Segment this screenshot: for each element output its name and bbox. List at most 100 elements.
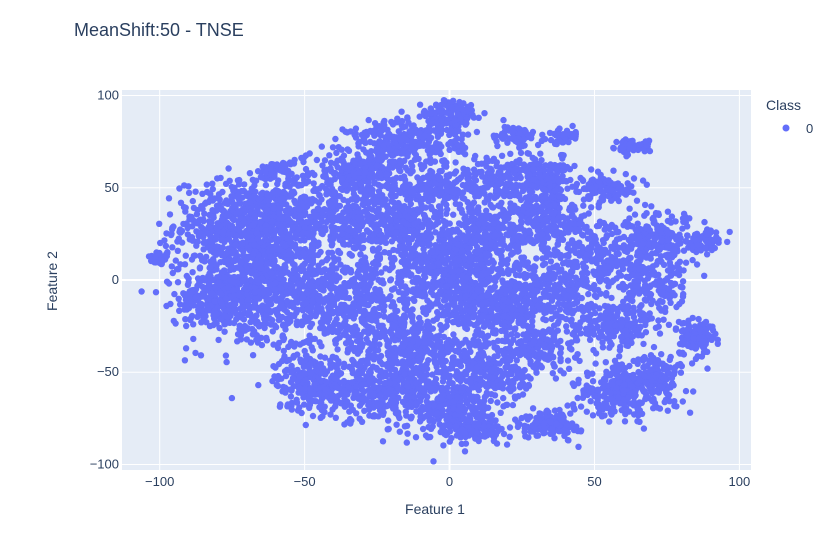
data-point bbox=[403, 289, 410, 297]
data-point bbox=[467, 105, 474, 112]
data-point bbox=[212, 284, 219, 291]
data-point bbox=[278, 223, 285, 230]
data-point bbox=[204, 307, 212, 314]
data-point bbox=[245, 296, 252, 303]
data-point bbox=[398, 251, 405, 258]
data-point bbox=[241, 181, 248, 188]
data-point bbox=[230, 187, 237, 194]
data-point bbox=[357, 299, 364, 306]
data-point bbox=[301, 179, 309, 186]
data-point bbox=[349, 406, 357, 414]
data-point bbox=[371, 132, 378, 139]
data-point bbox=[481, 110, 488, 117]
data-point bbox=[391, 337, 399, 344]
data-point bbox=[355, 332, 362, 339]
data-point bbox=[176, 185, 183, 192]
data-point bbox=[369, 214, 376, 221]
data-point bbox=[394, 149, 401, 156]
data-point bbox=[375, 169, 383, 176]
data-point bbox=[321, 371, 329, 378]
data-point bbox=[326, 201, 333, 208]
data-point bbox=[415, 320, 422, 327]
data-point bbox=[269, 247, 276, 254]
data-point bbox=[397, 160, 405, 167]
data-point bbox=[263, 295, 271, 302]
data-point bbox=[354, 350, 361, 357]
data-point bbox=[432, 359, 439, 366]
data-point bbox=[420, 245, 427, 253]
data-point bbox=[440, 333, 448, 341]
data-point bbox=[238, 298, 245, 305]
data-point bbox=[213, 243, 220, 250]
data-point bbox=[280, 335, 288, 342]
data-point bbox=[255, 381, 262, 389]
data-point bbox=[384, 210, 391, 218]
data-point bbox=[381, 125, 388, 133]
data-point bbox=[329, 308, 336, 315]
data-point bbox=[459, 106, 466, 113]
data-point bbox=[377, 219, 385, 226]
data-point bbox=[286, 183, 293, 190]
data-point bbox=[375, 206, 382, 214]
data-point bbox=[345, 227, 353, 234]
data-point bbox=[347, 420, 354, 427]
data-point bbox=[356, 375, 363, 383]
data-point bbox=[330, 284, 337, 291]
data-point bbox=[328, 295, 335, 302]
data-point bbox=[290, 353, 297, 360]
data-point bbox=[250, 222, 257, 229]
data-point bbox=[361, 208, 368, 215]
data-point bbox=[262, 181, 270, 189]
data-point bbox=[377, 367, 385, 375]
data-point bbox=[418, 260, 425, 267]
data-point bbox=[352, 125, 360, 132]
data-point bbox=[349, 369, 356, 377]
data-point bbox=[169, 244, 176, 251]
data-point bbox=[250, 250, 257, 257]
data-point bbox=[385, 417, 392, 424]
data-point bbox=[302, 376, 309, 383]
data-point bbox=[375, 323, 383, 330]
data-point bbox=[287, 393, 295, 400]
data-point bbox=[358, 245, 365, 252]
data-point bbox=[344, 146, 351, 153]
data-point bbox=[307, 360, 314, 367]
data-point bbox=[224, 248, 232, 255]
data-point bbox=[328, 242, 335, 249]
data-point bbox=[225, 165, 232, 172]
data-point bbox=[184, 281, 192, 288]
data-point bbox=[361, 169, 369, 176]
data-point bbox=[278, 167, 286, 174]
data-point bbox=[302, 313, 309, 321]
data-point bbox=[337, 284, 344, 291]
data-point bbox=[287, 386, 294, 393]
data-point bbox=[409, 295, 417, 303]
data-point bbox=[267, 253, 274, 260]
data-point bbox=[253, 276, 261, 283]
data-point bbox=[285, 217, 292, 224]
data-point bbox=[388, 198, 395, 205]
data-point bbox=[277, 401, 284, 408]
data-point bbox=[385, 165, 393, 172]
data-point bbox=[216, 249, 223, 256]
data-point bbox=[332, 200, 339, 207]
data-point bbox=[272, 279, 279, 287]
data-point bbox=[247, 199, 254, 206]
data-point bbox=[448, 104, 455, 111]
data-point bbox=[262, 227, 269, 234]
data-point bbox=[406, 206, 413, 214]
data-point bbox=[350, 278, 358, 285]
data-point bbox=[152, 289, 160, 296]
data-point bbox=[218, 205, 225, 212]
data-point bbox=[288, 369, 295, 376]
data-point bbox=[371, 140, 378, 147]
data-point bbox=[381, 302, 388, 310]
data-point bbox=[269, 218, 276, 225]
data-point bbox=[288, 312, 295, 319]
data-point bbox=[428, 285, 436, 292]
data-point bbox=[461, 195, 468, 202]
data-point bbox=[392, 212, 399, 220]
data-point bbox=[228, 394, 236, 402]
data-point bbox=[357, 251, 364, 258]
data-point bbox=[230, 319, 238, 327]
